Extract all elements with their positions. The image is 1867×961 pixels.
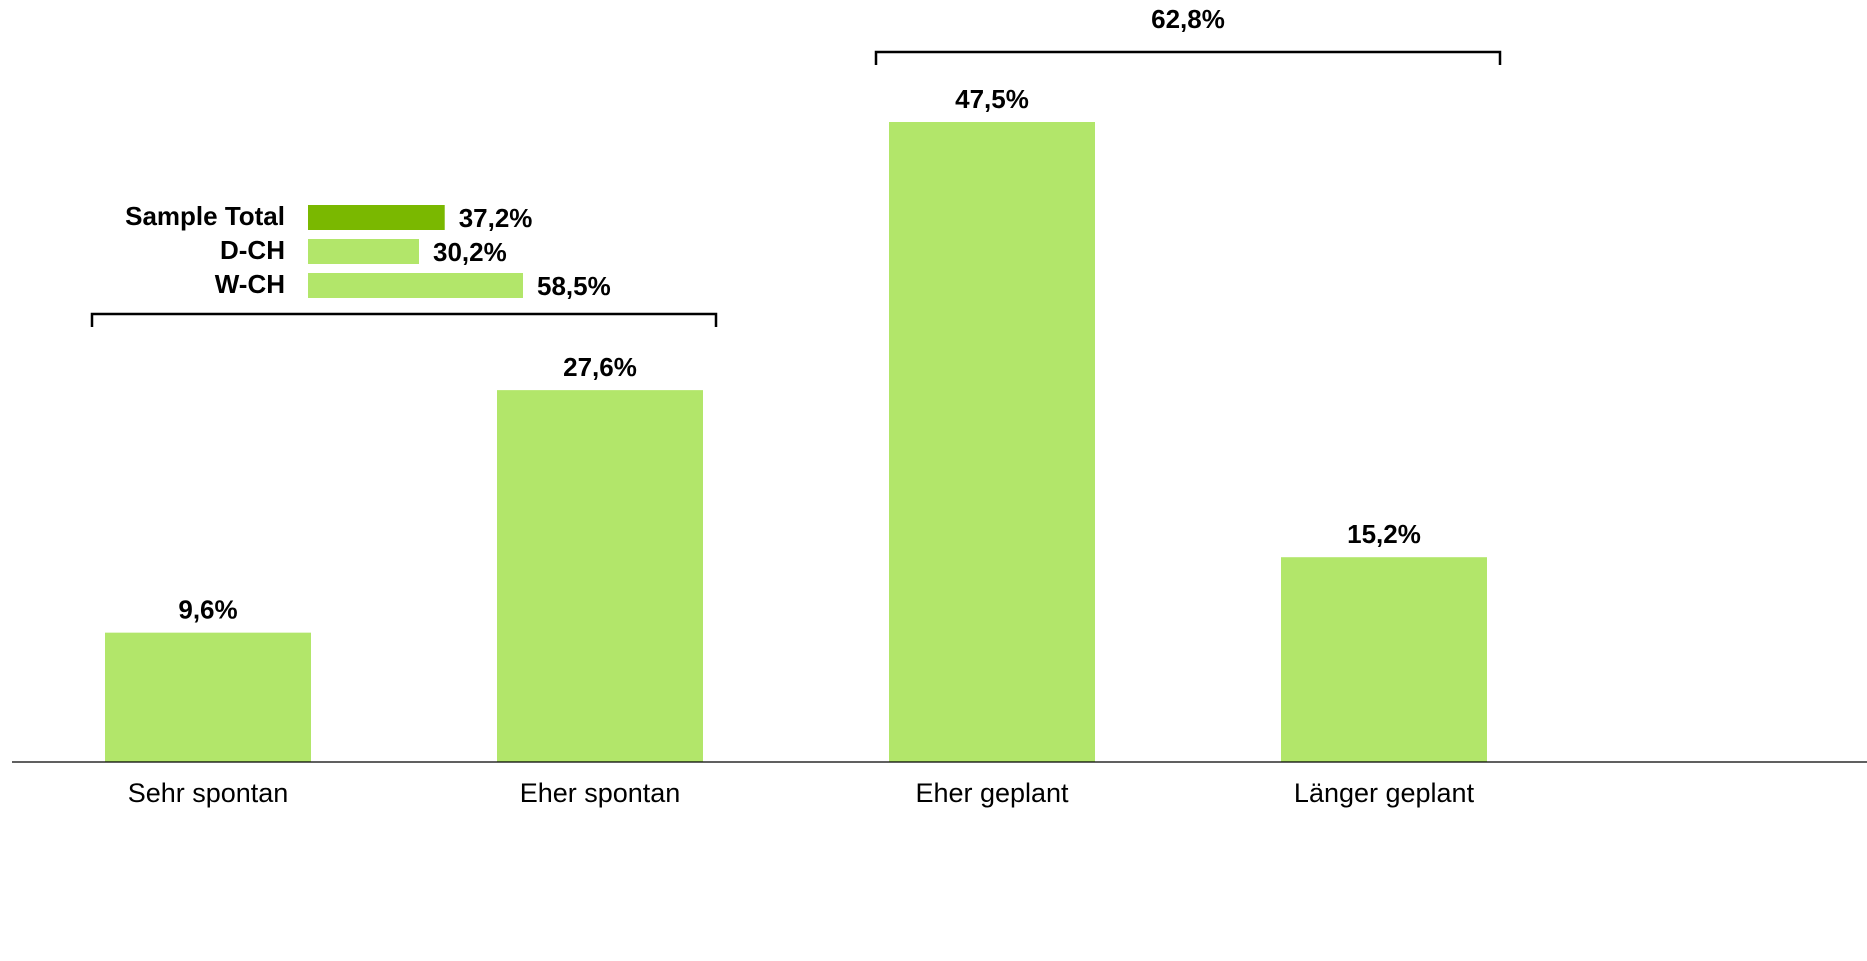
bar-eher-geplant	[889, 122, 1095, 762]
group-total-labels: 62,8%	[1151, 4, 1225, 34]
group-total-planned: 62,8%	[1151, 4, 1225, 34]
category-label-laenger-geplant: Länger geplant	[1294, 778, 1475, 808]
value-label-sehr-spontan: 9,6%	[178, 595, 237, 625]
inset-name-w-ch: W-CH	[215, 269, 285, 299]
inset-bar-sample-total	[308, 205, 445, 230]
value-label-eher-spontan: 27,6%	[563, 352, 637, 382]
inset-bar-w-ch	[308, 273, 523, 298]
group-bracket-1	[90, 312, 718, 327]
category-label-sehr-spontan: Sehr spontan	[128, 778, 289, 808]
group-brackets	[90, 50, 1502, 327]
bars	[105, 122, 1487, 762]
category-labels: Sehr spontan Eher spontan Eher geplant Läng…	[128, 778, 1475, 808]
spontan-breakdown-inset: Sample Total 37,2% D-CH 30,2% W-CH 58,5%	[125, 201, 611, 301]
group-bracket-2	[874, 50, 1502, 65]
bar-eher-spontan	[497, 390, 703, 762]
inset-value-d-ch: 30,2%	[433, 237, 507, 267]
inset-name-sample-total: Sample Total	[125, 201, 285, 231]
bar-laenger-geplant	[1281, 557, 1487, 762]
bar-value-labels: 9,6% 27,6% 47,5% 15,2%	[178, 84, 1421, 625]
value-label-eher-geplant: 47,5%	[955, 84, 1029, 114]
inset-value-sample-total: 37,2%	[459, 203, 533, 233]
inset-name-d-ch: D-CH	[220, 235, 285, 265]
inset-bar-d-ch	[308, 239, 419, 264]
category-label-eher-spontan: Eher spontan	[520, 778, 681, 808]
bar-sehr-spontan	[105, 632, 311, 762]
category-label-eher-geplant: Eher geplant	[915, 778, 1069, 808]
inset-value-w-ch: 58,5%	[537, 271, 611, 301]
value-label-laenger-geplant: 15,2%	[1347, 519, 1421, 549]
